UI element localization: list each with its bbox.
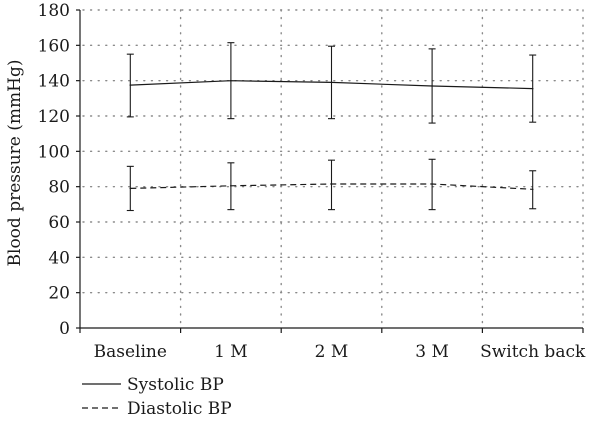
data-point bbox=[129, 84, 132, 86]
series-layer bbox=[126, 42, 537, 212]
y-tick-label: 140 bbox=[38, 72, 70, 92]
data-point bbox=[330, 183, 333, 185]
legend: Systolic BP Diastolic BP bbox=[82, 375, 232, 419]
data-point bbox=[431, 85, 433, 87]
data-point bbox=[230, 79, 232, 82]
data-point bbox=[230, 184, 232, 187]
data-point bbox=[531, 87, 534, 90]
series-diastolic-bp bbox=[126, 158, 537, 212]
y-tick-label: 120 bbox=[38, 107, 70, 127]
y-tick-label: 80 bbox=[48, 178, 70, 198]
grid-lines bbox=[82, 9, 584, 329]
x-tick-label: Switch back bbox=[480, 342, 586, 362]
y-tick-label: 160 bbox=[38, 36, 70, 56]
y-tick-label: 20 bbox=[48, 284, 70, 304]
y-tick-label: 40 bbox=[48, 248, 70, 268]
data-point bbox=[531, 188, 534, 191]
legend-label: Systolic BP bbox=[127, 375, 224, 395]
y-axis-title: Blood pressure (mmHg) bbox=[5, 60, 25, 267]
legend-label: Diastolic BP bbox=[127, 399, 232, 419]
y-tick-label: 0 bbox=[59, 319, 70, 339]
x-tick-label: 3 M bbox=[415, 342, 449, 362]
data-point bbox=[330, 81, 333, 84]
x-tick-label: 2 M bbox=[315, 342, 349, 362]
x-tick-label: 1 M bbox=[214, 342, 248, 362]
y-tick-label: 100 bbox=[38, 142, 70, 162]
data-point bbox=[431, 183, 433, 185]
y-tick-label: 60 bbox=[48, 213, 70, 233]
data-point bbox=[129, 187, 132, 190]
axes: 0 20 40 60 80 100 120 140 160 180 Baseline 1 M 2 M 3 … bbox=[38, 1, 586, 362]
x-tick-label: Baseline bbox=[94, 342, 167, 362]
y-tick-label: 180 bbox=[38, 1, 70, 21]
series-systolic-bp bbox=[126, 42, 537, 124]
